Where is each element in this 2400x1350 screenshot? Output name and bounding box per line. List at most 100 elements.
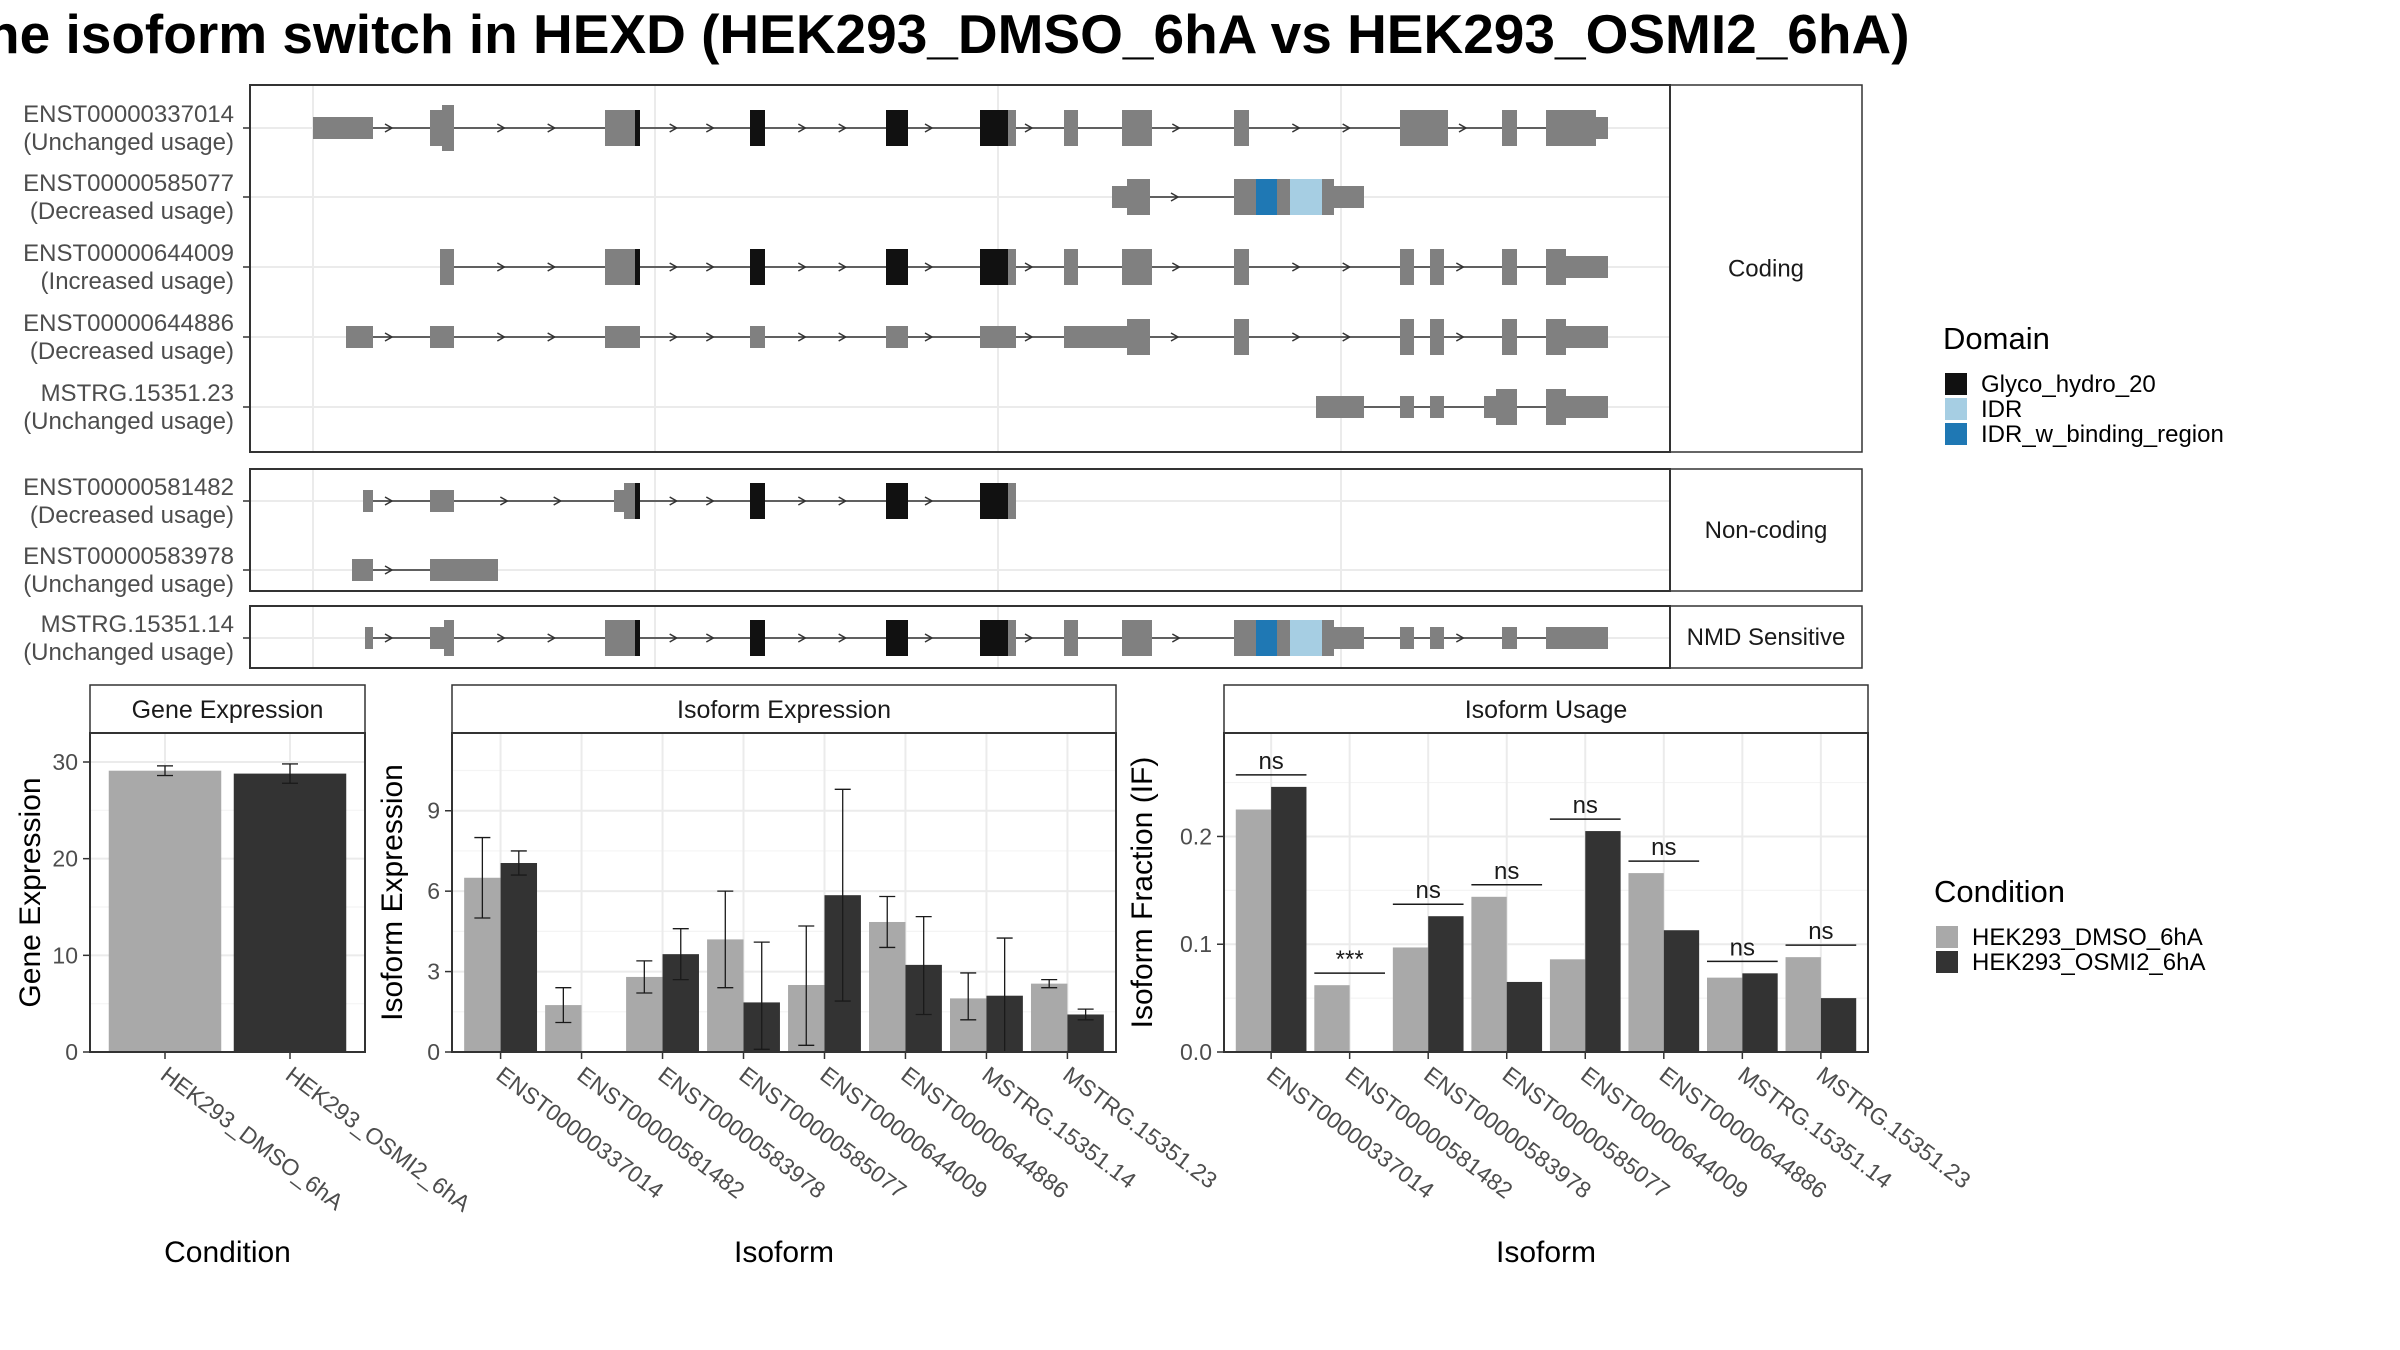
exon — [980, 326, 1016, 348]
exon — [605, 620, 635, 656]
intron-arrow — [1171, 633, 1181, 643]
intron-arrow — [669, 496, 679, 506]
exon — [1400, 249, 1414, 285]
isoform-label-id: ENST00000585077 — [23, 170, 234, 197]
exon — [440, 249, 454, 285]
intron-arrow — [1458, 123, 1468, 133]
isoform-label-id: ENST00000644009 — [23, 240, 234, 267]
exon — [346, 326, 373, 348]
exon — [1316, 396, 1364, 418]
bar — [1742, 973, 1778, 1052]
bar — [1271, 786, 1307, 1052]
intron-arrow — [705, 123, 715, 133]
exon — [1546, 389, 1566, 425]
isoform-label-id: ENST00000337014 — [23, 101, 234, 128]
isoform-label-id: ENST00000581482 — [23, 474, 234, 501]
legend-key — [1945, 423, 1967, 445]
exon — [614, 490, 624, 512]
exon — [363, 490, 373, 512]
intron-arrow — [1170, 192, 1180, 202]
intron-arrow — [1342, 332, 1352, 342]
domain-glyco — [980, 620, 1008, 656]
exon — [313, 117, 373, 139]
significance-label: ns — [1808, 918, 1833, 945]
exon — [1502, 249, 1517, 285]
intron-arrow — [384, 332, 394, 342]
significance-label: *** — [1336, 946, 1364, 973]
y-tick-label: 3 — [427, 959, 440, 985]
isoform-label-id: MSTRG.15351.23 — [41, 380, 234, 407]
significance-label: ns — [1416, 877, 1441, 904]
bar — [1392, 947, 1429, 1052]
isoform-label-id: ENST00000583978 — [23, 543, 234, 570]
exon — [1400, 627, 1414, 649]
x-axis-title: Condition — [164, 1236, 291, 1269]
exon — [1234, 620, 1256, 656]
domain-glyco — [980, 249, 1008, 285]
intron-arrow — [1024, 332, 1034, 342]
intron-arrow — [1455, 262, 1465, 272]
isoform-label-id: MSTRG.15351.14 — [41, 611, 234, 638]
exon — [1430, 249, 1444, 285]
exon — [1596, 117, 1608, 139]
exon — [1322, 179, 1334, 215]
intron-arrow — [1024, 262, 1034, 272]
exon — [444, 620, 454, 656]
legend-label: IDR_w_binding_region — [1981, 421, 2224, 448]
intron-arrow — [924, 262, 934, 272]
bar — [1428, 916, 1464, 1052]
y-tick-label: 9 — [427, 798, 440, 824]
structure-facet-background — [250, 85, 1670, 452]
exon — [1234, 319, 1249, 355]
domain-glyco — [886, 249, 908, 285]
bar — [1628, 873, 1664, 1052]
intron-arrow — [1024, 633, 1034, 643]
intron-arrow — [924, 332, 934, 342]
intron-arrow — [797, 633, 807, 643]
domain-glyco — [750, 483, 765, 519]
exon — [1008, 110, 1016, 146]
exon — [1566, 396, 1608, 418]
intron-arrow — [553, 496, 563, 506]
isoform-label-usage: (Decreased usage) — [30, 198, 234, 225]
bar — [1030, 983, 1068, 1052]
legend-key — [1945, 373, 1967, 395]
y-tick-label: 6 — [427, 878, 440, 904]
intron-arrow — [797, 332, 807, 342]
y-tick-label: 0 — [427, 1039, 440, 1065]
isoform-label-usage: (Unchanged usage) — [23, 571, 234, 598]
exon — [1322, 620, 1334, 656]
exon — [1127, 319, 1150, 355]
isoform-row — [313, 105, 1608, 151]
exon — [1496, 389, 1517, 425]
exon — [430, 559, 498, 581]
exon — [1064, 326, 1127, 348]
exon — [1484, 396, 1496, 418]
legend-title: Domain — [1943, 321, 2050, 356]
intron-arrow — [1455, 633, 1465, 643]
exon — [1566, 256, 1608, 278]
isoform-row — [1112, 179, 1364, 215]
significance-label: ns — [1258, 748, 1283, 775]
legend-title: Condition — [1934, 874, 2065, 909]
exon — [1234, 179, 1256, 215]
domain-idr — [1290, 620, 1322, 656]
intron-arrow — [838, 633, 848, 643]
domain-idr_binding — [1256, 620, 1277, 656]
exon — [1546, 627, 1608, 649]
bar — [108, 770, 222, 1052]
facet-strip — [1223, 684, 1869, 734]
bar — [1549, 959, 1586, 1052]
exon — [1502, 110, 1517, 146]
intron-arrow — [669, 262, 679, 272]
isoform-label-usage: (Unchanged usage) — [23, 639, 234, 666]
isoform-label-usage: (Unchanged usage) — [23, 408, 234, 435]
exon — [1122, 110, 1152, 146]
significance-label: ns — [1651, 834, 1676, 861]
exon — [430, 326, 454, 348]
exon — [1430, 627, 1444, 649]
exon — [1502, 627, 1517, 649]
